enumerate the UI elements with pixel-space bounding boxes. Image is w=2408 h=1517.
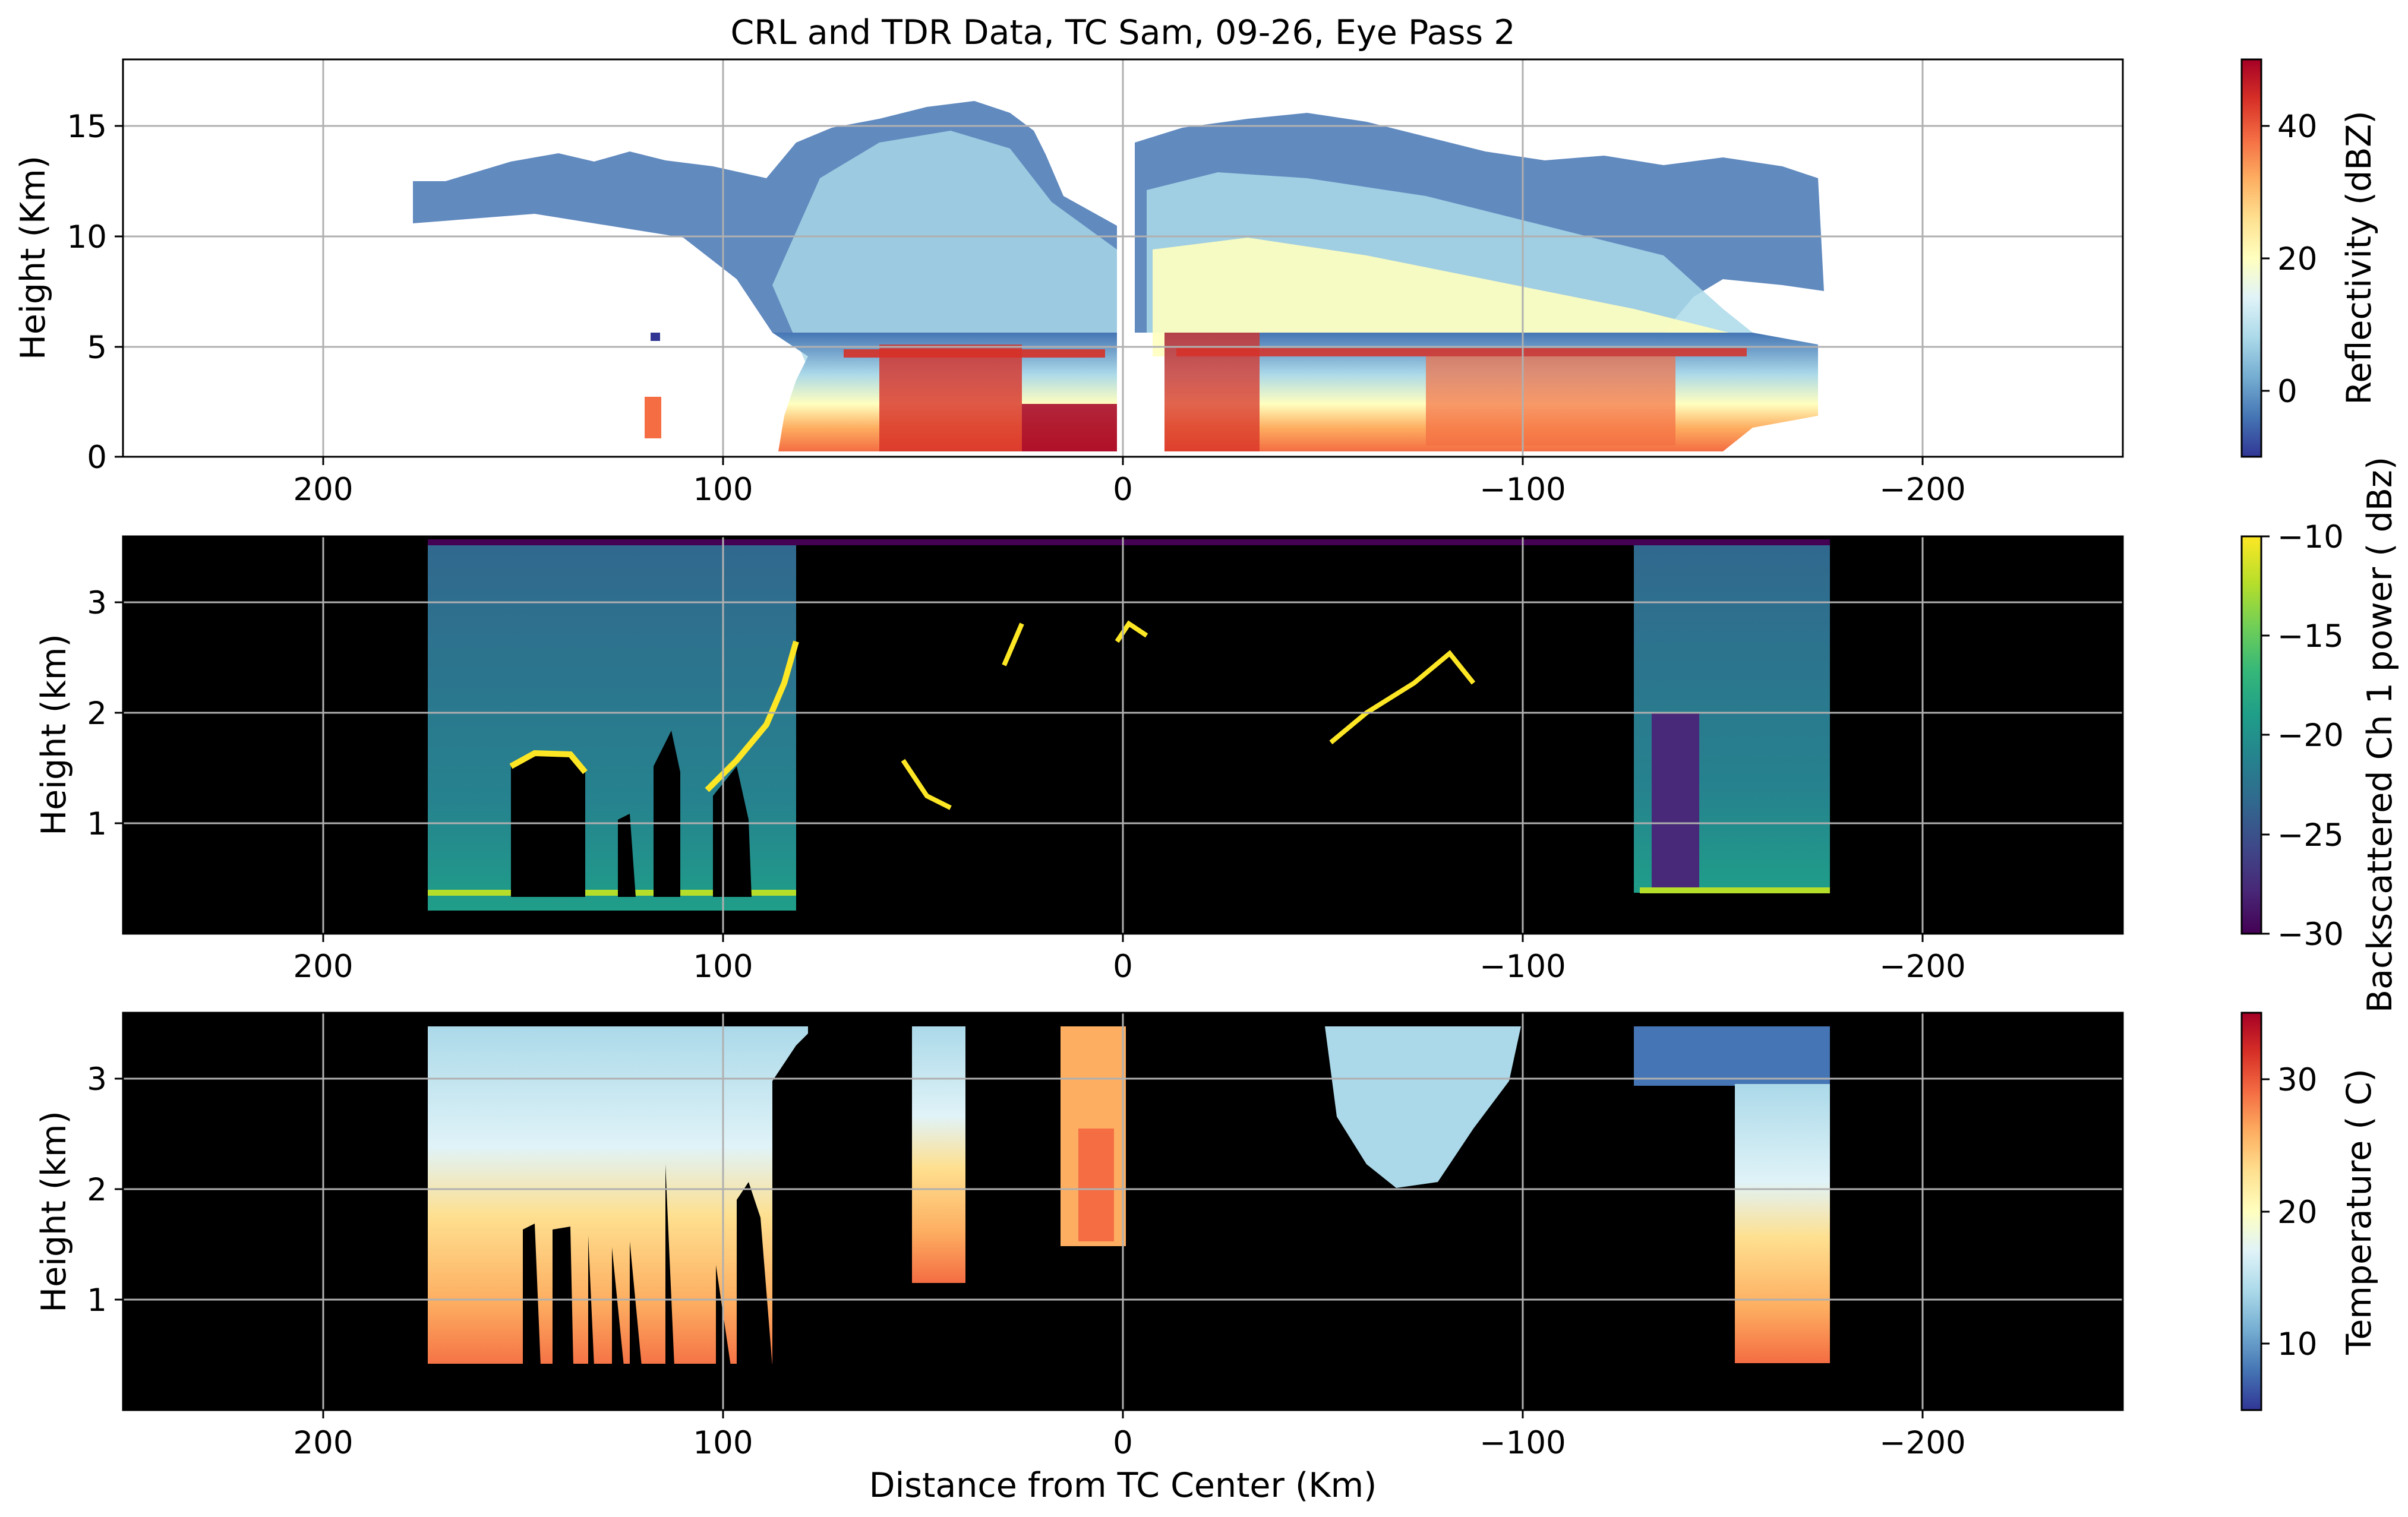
colorbar-label: Backscattered Ch 1 power ( dBz) <box>2360 457 2400 1013</box>
x-tick-label: −200 <box>1879 1425 1966 1461</box>
y-axis-label: Height (Km) <box>14 156 53 360</box>
backscatter-cloud-gaps-left <box>511 731 752 897</box>
reflectivity-colorbar-ticks <box>2261 125 2270 392</box>
y-tick-label: 2 <box>87 1172 107 1208</box>
x-tick-label: 0 <box>1113 1425 1133 1461</box>
reflectivity-y-ticks <box>115 125 123 458</box>
backscatter-cloud-tops-left <box>509 640 799 792</box>
backscatter-grid <box>123 536 2123 934</box>
y-tick-label: 10 <box>67 219 107 255</box>
x-tick-label: 100 <box>693 472 753 508</box>
temperature-grid <box>123 1013 2123 1410</box>
colorbar-tick-label: −20 <box>2277 718 2344 754</box>
colorbar-label: Reflectivity (dBZ) <box>2340 110 2379 404</box>
colorbar-tick-label: 10 <box>2277 1326 2317 1363</box>
colorbar-tick-label: 40 <box>2277 109 2317 145</box>
x-tick-label: −100 <box>1479 949 1566 985</box>
backscatter-aircraft-line <box>428 539 1830 545</box>
temperature-eye-column-core <box>1078 1129 1114 1241</box>
reflectivity-bright-band-left <box>844 349 1105 358</box>
reflectivity-colorbar <box>2240 58 2262 458</box>
backscatter-y-ticks <box>115 601 123 824</box>
reflectivity-small-echo-top <box>651 333 660 341</box>
y-tick-label: 0 <box>87 440 107 476</box>
x-tick-label: 200 <box>293 1425 353 1461</box>
chart-title: CRL and TDR Data, TC Sam, 09-26, Eye Pas… <box>731 13 1516 52</box>
reflectivity-mid-right <box>1153 238 1782 356</box>
temperature-panel: 200 100 0 −100 −200 1 2 3 Height (km) Di… <box>34 1012 2379 1505</box>
y-axis-label: Height (km) <box>34 1111 74 1313</box>
reflectivity-grid <box>123 59 2123 457</box>
x-tick-label: −100 <box>1479 1425 1566 1461</box>
temperature-colorbar <box>2240 1012 2262 1411</box>
backscatter-panel: 200 100 0 −100 −200 1 2 3 Height (km) −1… <box>34 457 2400 1013</box>
temperature-left-bottom <box>428 1364 808 1410</box>
reflectivity-heatmap <box>413 89 1824 457</box>
x-tick-label: 0 <box>1113 472 1133 508</box>
y-tick-label: 5 <box>87 330 107 366</box>
reflectivity-core-far-right <box>1426 356 1675 445</box>
backscatter-opaque-center <box>796 542 1628 934</box>
temperature-y-ticks <box>115 1077 123 1301</box>
y-tick-label: 15 <box>67 109 107 145</box>
colorbar-tick-label: −25 <box>2277 817 2344 854</box>
temperature-far-right-top <box>1634 1026 1830 1086</box>
y-tick-label: 2 <box>87 696 107 732</box>
colorbar-tick-label: −30 <box>2277 916 2344 953</box>
temperature-x-ticks <box>322 1410 1924 1418</box>
y-axis-label: Height (km) <box>34 634 74 836</box>
colorbar-tick-label: 30 <box>2277 1062 2317 1098</box>
reflectivity-small-echo <box>645 397 661 438</box>
reflectivity-bright-band-right <box>1176 348 1747 356</box>
x-tick-label: 200 <box>293 949 353 985</box>
x-tick-label: −200 <box>1879 472 1966 508</box>
colorbar-tick-label: 20 <box>2277 241 2317 277</box>
colorbar-tick-label: −15 <box>2277 618 2344 655</box>
temperature-far-right-block <box>1735 1084 1830 1363</box>
temperature-right-cloud-gap <box>1325 1026 1521 1188</box>
y-tick-label: 1 <box>87 1282 107 1319</box>
colorbar-tick-label: 20 <box>2277 1194 2317 1231</box>
backscatter-colorbar-ticks <box>2261 535 2270 935</box>
reflectivity-core-eyewall-left <box>1022 404 1117 451</box>
y-tick-label: 1 <box>87 806 107 842</box>
x-tick-label: 0 <box>1113 949 1133 985</box>
backscatter-cloud-tops-mid <box>901 620 1476 810</box>
backscatter-purple-patch <box>1652 713 1699 891</box>
y-tick-label: 3 <box>87 1061 107 1098</box>
reflectivity-panel: 200 100 0 −100 −200 0 5 10 15 Height (Km… <box>14 58 2379 508</box>
x-tick-label: 100 <box>693 949 753 985</box>
x-tick-label: −100 <box>1479 472 1566 508</box>
reflectivity-x-ticks <box>322 457 1924 465</box>
reflectivity-inner-left <box>772 131 1117 368</box>
reflectivity-core-left <box>879 345 1022 451</box>
reflectivity-eye-gap <box>1117 89 1135 457</box>
temperature-left-gaps <box>523 1034 808 1366</box>
backscatter-x-ticks <box>322 934 1924 942</box>
backscatter-colorbar <box>2240 535 2262 935</box>
backscatter-surface-line <box>428 890 796 896</box>
x-axis-label: Distance from TC Center (Km) <box>869 1466 1377 1505</box>
temperature-column-1 <box>912 1026 965 1283</box>
colorbar-label: Temperature ( C) <box>2340 1069 2379 1355</box>
temperature-colorbar-ticks <box>2261 1078 2270 1345</box>
colorbar-tick-label: −10 <box>2277 519 2344 555</box>
backscatter-surface-line-right <box>1640 887 1830 893</box>
x-tick-label: 200 <box>293 472 353 508</box>
colorbar-tick-label: 0 <box>2277 374 2297 410</box>
x-tick-label: −200 <box>1879 949 1966 985</box>
y-tick-label: 3 <box>87 585 107 621</box>
x-tick-label: 100 <box>693 1425 753 1461</box>
